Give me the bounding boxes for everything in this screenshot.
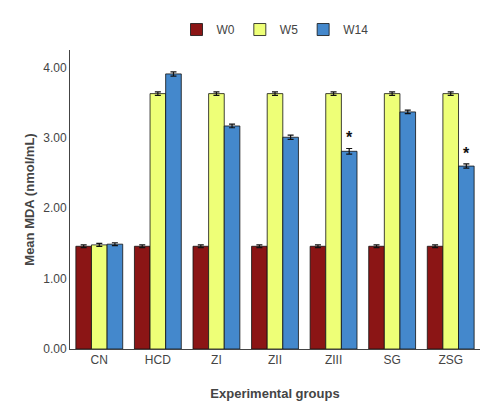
svg-text:ZI: ZI (211, 353, 222, 367)
svg-text:ZIII: ZIII (325, 353, 342, 367)
svg-text:Experimental groups: Experimental groups (210, 386, 339, 401)
svg-text:0.00: 0.00 (43, 342, 67, 356)
svg-text:SG: SG (383, 353, 400, 367)
svg-text:4.00: 4.00 (43, 61, 67, 75)
svg-text:W0: W0 (217, 23, 235, 37)
svg-text:ZSG: ZSG (438, 353, 463, 367)
svg-text:2.00: 2.00 (43, 201, 67, 215)
svg-text:CN: CN (91, 353, 108, 367)
svg-text:W5: W5 (280, 23, 298, 37)
svg-text:HCD: HCD (145, 353, 171, 367)
svg-text:*: * (463, 145, 470, 162)
svg-text:1.00: 1.00 (43, 272, 67, 286)
svg-text:3.00: 3.00 (43, 131, 67, 145)
svg-text:*: * (346, 129, 353, 146)
svg-text:W14: W14 (343, 23, 368, 37)
svg-text:Mean MDA (nmol/mL): Mean MDA (nmol/mL) (22, 133, 37, 265)
svg-text:ZII: ZII (268, 353, 282, 367)
